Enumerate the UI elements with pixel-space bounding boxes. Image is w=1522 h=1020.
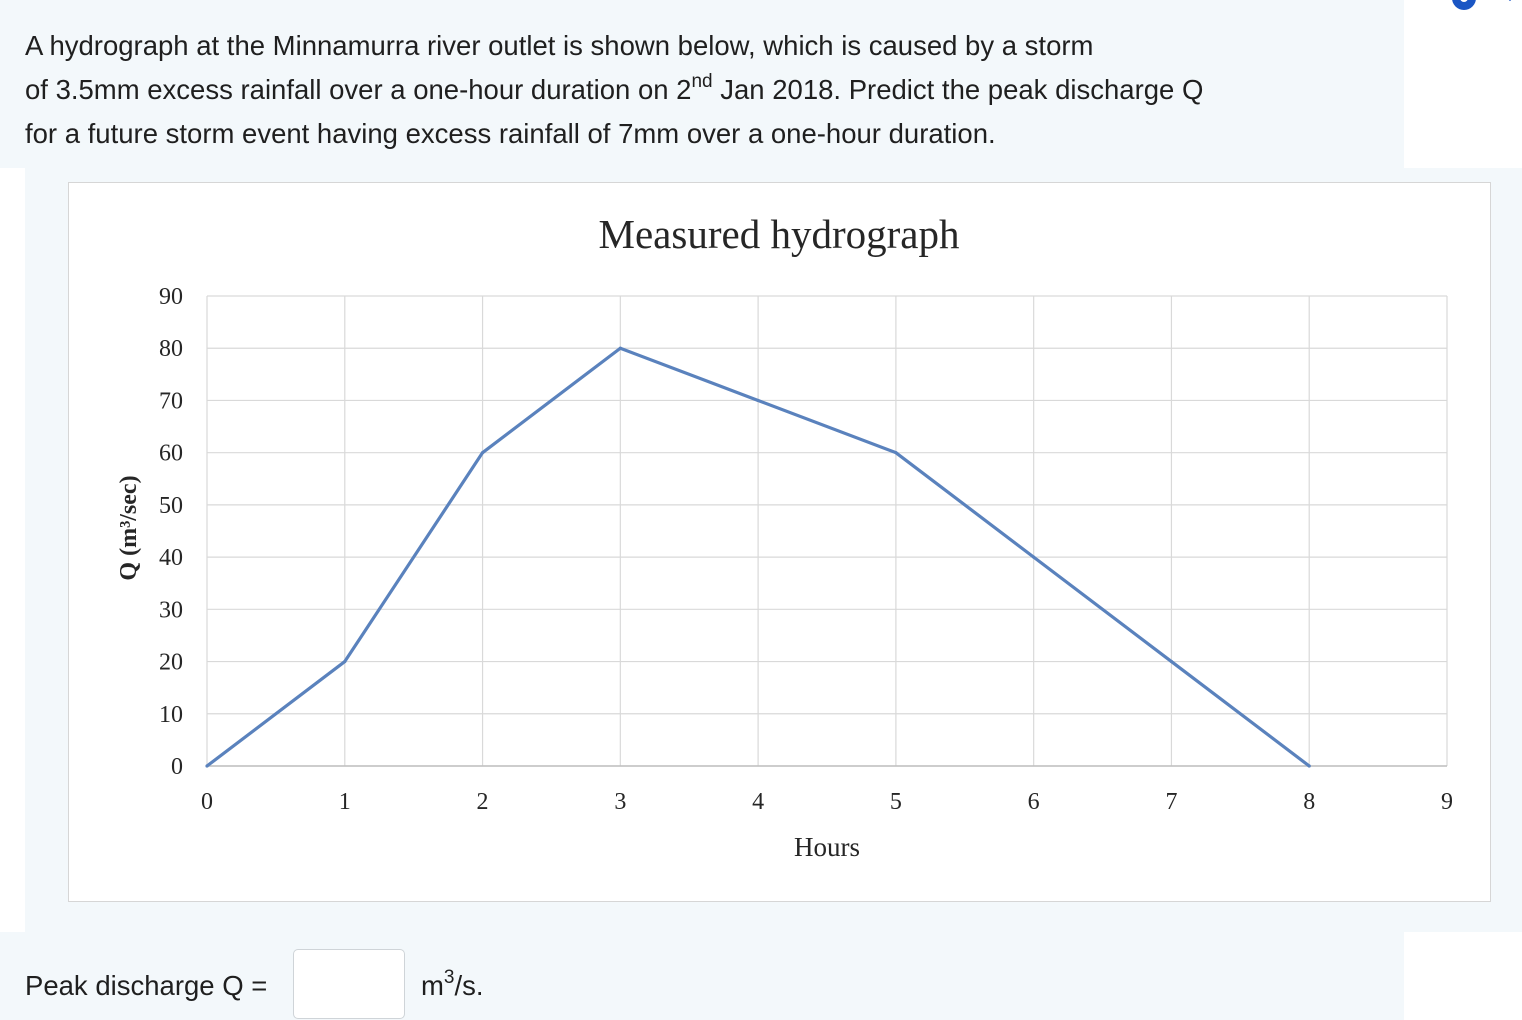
y-tick-label: 0: [171, 754, 183, 780]
y-tick-label: 90: [159, 284, 183, 310]
question-line-3: for a future storm event having excess r…: [25, 118, 996, 149]
y-tick-label: 60: [159, 441, 183, 467]
x-tick-label: 8: [1303, 789, 1315, 815]
unit-suffix: /s.: [454, 970, 484, 1001]
x-tick-label: 6: [1028, 789, 1040, 815]
unit-base: m: [421, 970, 444, 1001]
data-point: [756, 398, 760, 403]
y-tick-label: 40: [159, 545, 183, 571]
question-panel: [0, 0, 1404, 168]
y-tick-label: 80: [159, 336, 183, 362]
y-tick-label: 50: [159, 493, 183, 519]
y-tick-label: 30: [159, 597, 183, 623]
hydrograph-chart: Measured hydrograph Q (m³/sec) Hours 0 1 2…: [68, 182, 1491, 902]
chart-series: [205, 346, 1311, 768]
data-point: [894, 451, 898, 455]
hydrograph-svg: Measured hydrograph Q (m³/sec) Hours 0 1 2…: [116, 211, 1453, 862]
data-point: [480, 451, 485, 455]
question-line-2-end: Jan 2018. Predict the peak discharge Q: [712, 74, 1204, 105]
answer-unit: m3/s.: [421, 966, 484, 1006]
y-tick-label: 10: [159, 702, 183, 728]
x-tick-label: 2: [477, 789, 489, 815]
x-tick-label: 7: [1165, 789, 1177, 815]
question-line-2: of 3.5mm excess rainfall over a one-hour…: [25, 68, 1385, 112]
answer-label: Peak discharge Q =: [25, 970, 268, 1001]
data-point: [1307, 764, 1311, 768]
data-point: [618, 346, 622, 350]
data-point: [1032, 555, 1036, 559]
question-text: A hydrograph at the Minnamurra river out…: [25, 24, 1385, 156]
y-tick-label: 20: [159, 650, 183, 676]
x-tick-label: 5: [890, 789, 902, 815]
question-line-1: A hydrograph at the Minnamurra river out…: [25, 30, 1094, 61]
data-point: [205, 764, 209, 768]
peak-discharge-input[interactable]: [293, 949, 405, 1019]
data-point: [1169, 659, 1174, 664]
chevron-down-icon[interactable]: [1500, 0, 1520, 4]
gear-icon[interactable]: [1446, 0, 1486, 14]
y-axis-label: Q (m³/sec): [116, 475, 142, 580]
y-tick-label: 70: [159, 388, 183, 414]
x-tick-label: 3: [614, 789, 626, 815]
chart-gridlines: [206, 295, 1448, 767]
unit-exponent: 3: [443, 967, 455, 989]
x-tick-label: 4: [752, 789, 764, 815]
data-point: [343, 659, 347, 664]
date-ordinal-suffix: nd: [691, 71, 713, 93]
chart-title: Measured hydrograph: [599, 211, 960, 257]
answer-panel: [0, 932, 1404, 1020]
x-tick-label: 0: [201, 789, 213, 815]
x-axis-label: Hours: [794, 832, 860, 862]
x-tick-label: 9: [1441, 789, 1453, 815]
question-line-2-start: of 3.5mm excess rainfall over a one-hour…: [25, 74, 692, 105]
x-tick-label: 1: [339, 789, 351, 815]
